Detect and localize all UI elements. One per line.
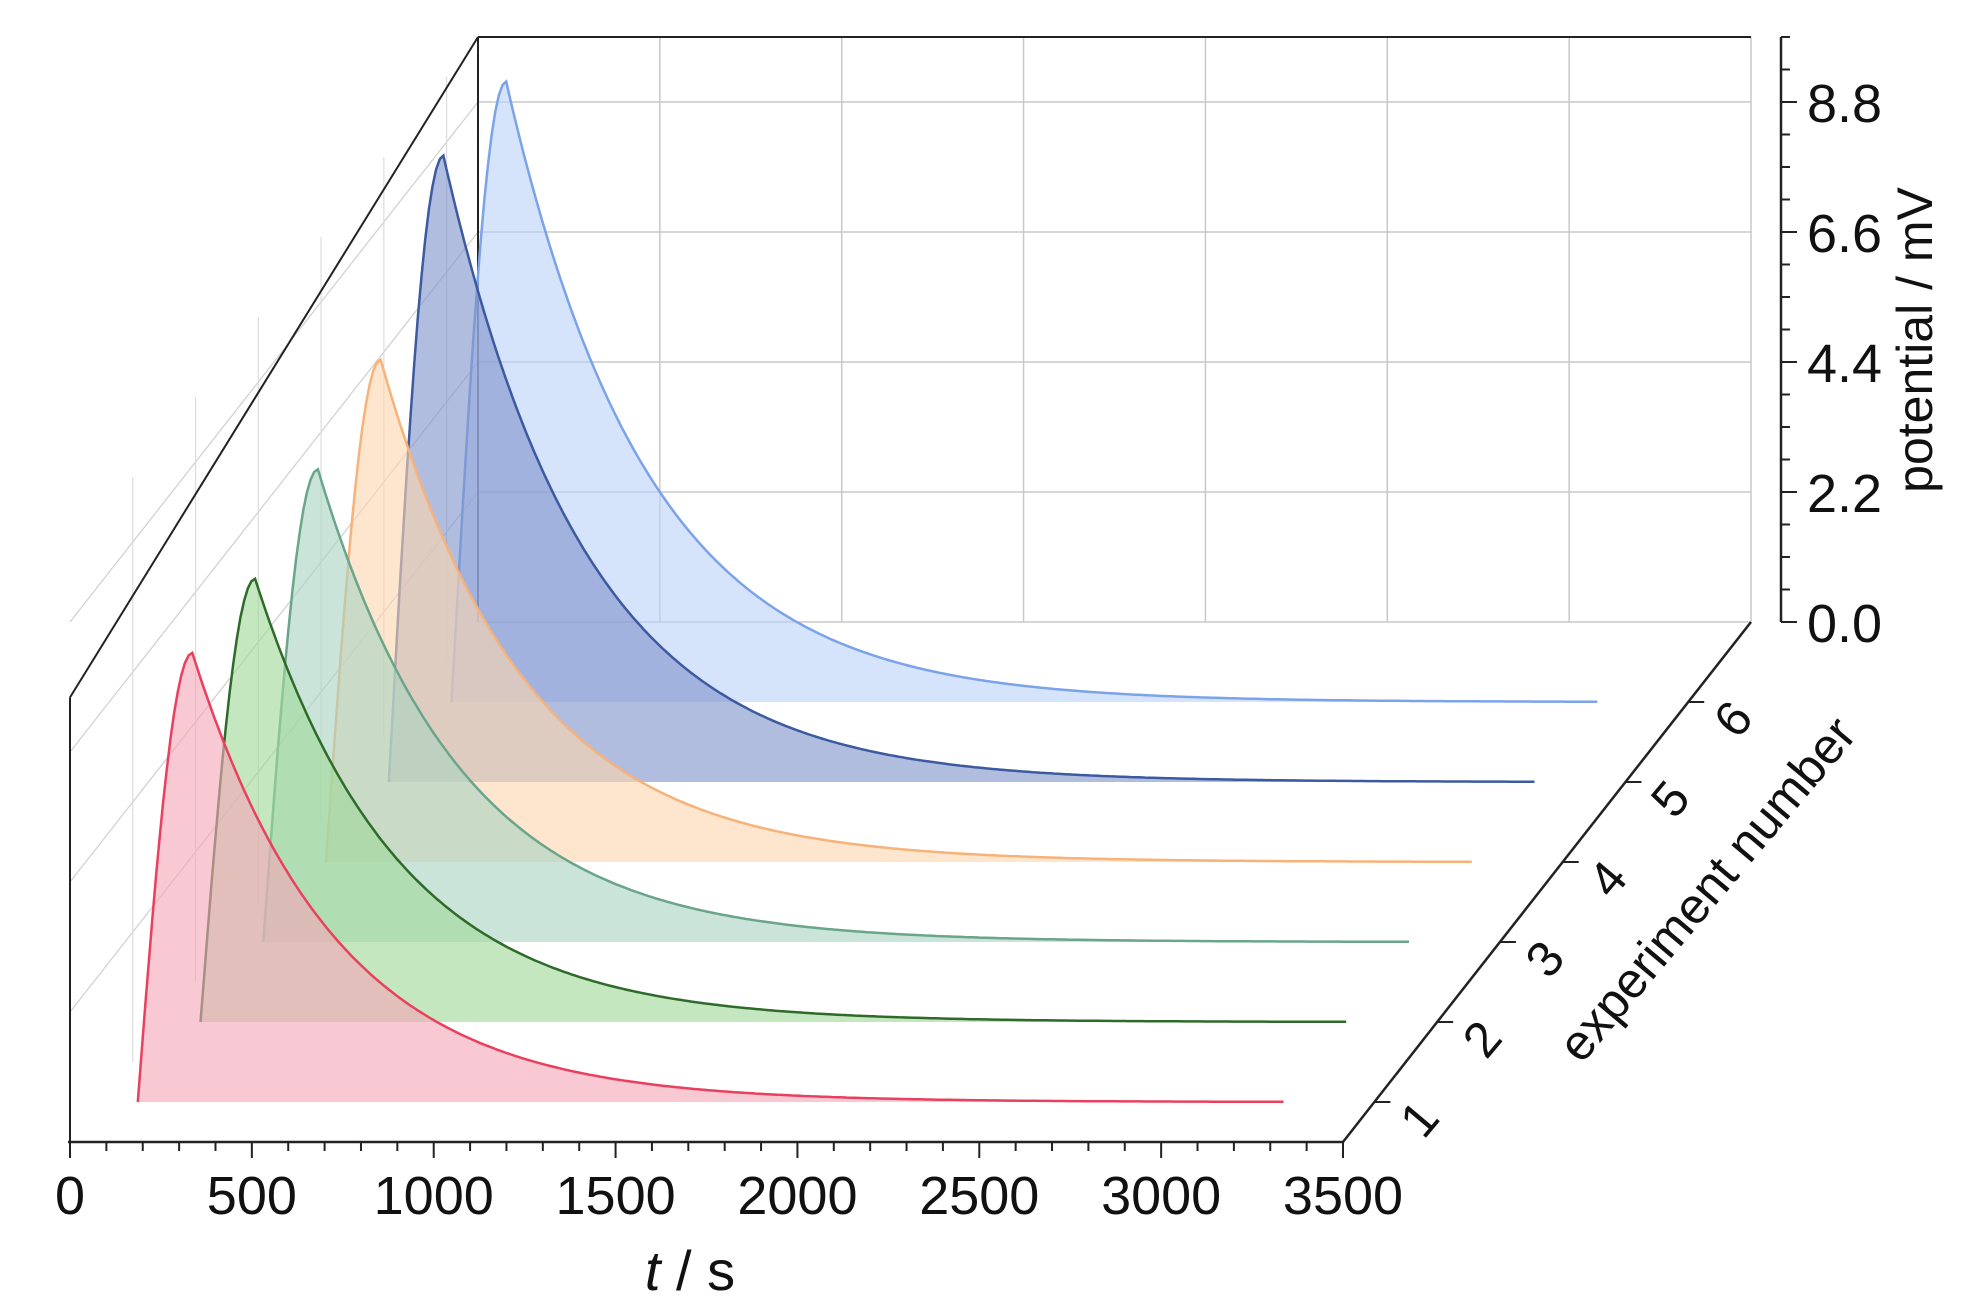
series-area-1	[137, 652, 1284, 1102]
z-tick-label: 8.8	[1807, 74, 1882, 134]
left-top-edge	[69, 36, 479, 698]
left-grid-line	[69, 231, 479, 753]
z-tick-label: 2.2	[1807, 464, 1882, 524]
left-grid-line	[69, 101, 479, 623]
y-tick-label: 5	[1640, 770, 1701, 827]
x-tick-label: 500	[207, 1166, 297, 1226]
series-line-4	[324, 357, 1472, 864]
x-tick-label: 1500	[556, 1166, 676, 1226]
y-tick-label: 4	[1577, 850, 1638, 907]
y-axis-line	[1342, 621, 1752, 1143]
y-tick-label: 1	[1389, 1090, 1450, 1147]
y-axis-title: experiment number	[1547, 706, 1867, 1072]
x-tick-label: 3500	[1283, 1166, 1403, 1226]
series-line-1	[136, 650, 1284, 1104]
z-tick-label: 6.6	[1807, 204, 1882, 264]
series-line-5	[387, 153, 1535, 783]
chart-series	[136, 79, 1598, 1104]
series-line-2	[199, 576, 1347, 1024]
z-axis-title: potential / mV	[1887, 186, 1943, 492]
x-tick-label: 3000	[1101, 1166, 1221, 1226]
x-tick-label: 2500	[919, 1166, 1039, 1226]
x-axis-title-symbol: t	[645, 1239, 663, 1299]
x-tick-label: 1000	[374, 1166, 494, 1226]
z-tick-label: 4.4	[1807, 334, 1882, 394]
series-line-3	[262, 467, 1409, 944]
series-line-6	[450, 79, 1598, 703]
y-tick-label: 6	[1703, 690, 1764, 747]
y-tick-label: 3	[1515, 930, 1576, 987]
x-tick-label: 2000	[737, 1166, 857, 1226]
z-tick-label: 0.0	[1807, 594, 1882, 654]
x-axis-title: t / s	[645, 1239, 735, 1299]
x-tick-label: 0	[55, 1166, 85, 1226]
x-axis-title-unit: / s	[660, 1239, 735, 1299]
y-tick-label: 2	[1452, 1010, 1513, 1067]
